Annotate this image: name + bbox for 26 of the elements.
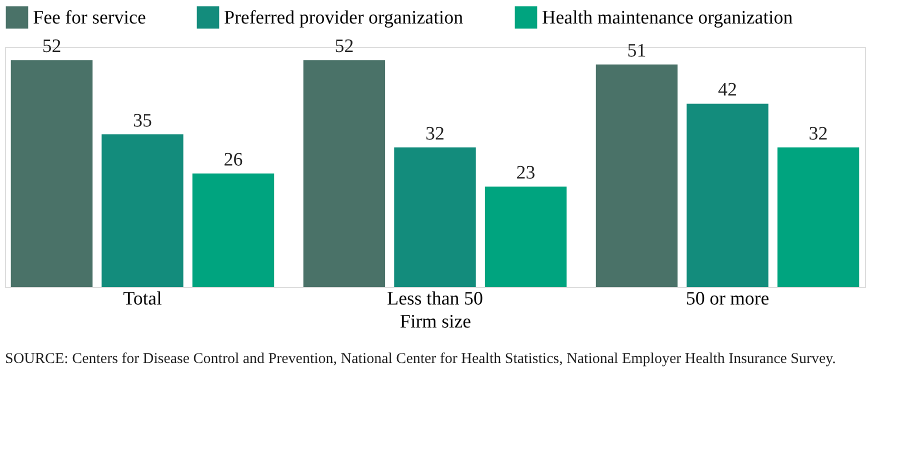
bar <box>10 60 93 287</box>
data-label: 52 <box>42 36 62 58</box>
data-label: 23 <box>516 162 536 184</box>
bar <box>394 147 476 287</box>
data-label: 42 <box>718 80 738 101</box>
data-label: 32 <box>426 123 444 144</box>
bar <box>686 104 768 287</box>
bar <box>596 64 678 287</box>
data-label: 32 <box>808 123 828 144</box>
legend-label: Fee for service <box>33 7 146 28</box>
bar <box>303 60 386 287</box>
bar <box>192 174 274 287</box>
bar <box>777 147 860 287</box>
data-label: 26 <box>224 150 243 171</box>
x-tick-label: 50 or more <box>686 288 770 310</box>
x-tick-label: Less than 50 <box>386 288 484 310</box>
x-tick-label: Total <box>123 288 162 310</box>
data-label: 51 <box>627 40 646 62</box>
bar <box>484 186 567 287</box>
source-note: SOURCE: Centers for Disease Control and Prevention, National Center for Health Statistics, National Employer Health Insurance Survey. <box>5 351 836 367</box>
legend-label: Health maintenance organization <box>542 7 794 28</box>
x-axis-title: Firm size <box>400 312 472 332</box>
data-label: 35 <box>132 110 152 132</box>
legend-label: Preferred provider organization <box>224 7 464 28</box>
bar <box>102 134 184 287</box>
data-label: 52 <box>334 36 354 58</box>
